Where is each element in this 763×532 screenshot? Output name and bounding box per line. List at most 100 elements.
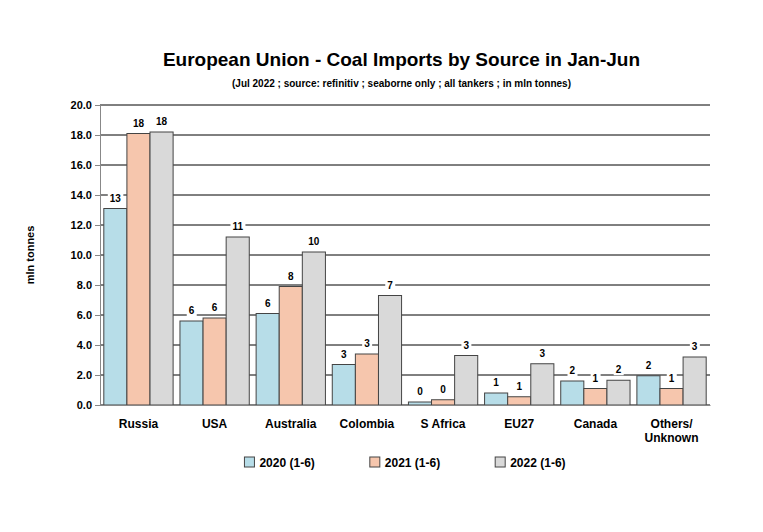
- legend-swatch: [244, 457, 254, 467]
- y-tick: 4.0: [77, 339, 100, 351]
- data-label-bg: [230, 221, 245, 232]
- y-tick: 12.0: [71, 219, 100, 231]
- data-label-bg: [568, 365, 578, 376]
- bar: [408, 402, 431, 405]
- legend: 2020 (1-6)2021 (1-6)2022 (1-6): [244, 456, 565, 470]
- data-label: 11: [232, 221, 243, 232]
- y-tick-label: 12.0: [71, 219, 92, 231]
- y-tick-mark: [95, 405, 100, 406]
- data-label: 6: [265, 298, 271, 309]
- x-axis: RussiaUSAAustraliaColombiaS AfricaEU27Ca…: [101, 405, 711, 445]
- legend-item: 2020 (1-6): [244, 456, 314, 470]
- x-tick-label: Russia: [119, 417, 159, 431]
- data-label: 2: [646, 360, 652, 371]
- y-tick: 20.0: [71, 99, 100, 111]
- data-label-bg: [667, 373, 677, 384]
- data-label: 3: [692, 341, 698, 352]
- y-tick-label: 20.0: [71, 99, 92, 111]
- data-label: 6: [189, 305, 195, 316]
- y-axis-title: mln tonnes: [24, 226, 36, 285]
- data-label: 1: [493, 377, 499, 388]
- y-tick-label: 6.0: [77, 309, 92, 321]
- data-label: 13: [110, 193, 122, 204]
- data-label-bg: [438, 384, 448, 395]
- data-label: 18: [156, 116, 168, 127]
- data-label-bg: [415, 386, 425, 397]
- y-tick-label: 0.0: [77, 399, 92, 411]
- data-label-bg: [286, 271, 296, 282]
- legend-swatch: [370, 457, 380, 467]
- bar: [432, 400, 455, 405]
- bar: [355, 354, 378, 405]
- grid-line: [100, 165, 710, 166]
- y-tick-mark: [95, 195, 100, 196]
- x-tick-label: EU27: [504, 417, 534, 431]
- bar: [127, 134, 150, 406]
- y-tick-label: 8.0: [77, 279, 92, 291]
- x-tick: USA: [202, 405, 228, 431]
- x-axis-line: [101, 405, 711, 406]
- x-tick: S Africa: [421, 405, 466, 431]
- data-label: 18: [133, 118, 145, 129]
- bar: [531, 364, 554, 405]
- y-tick-mark: [95, 315, 100, 316]
- y-axis: 0.0 2.0 4.0 6.0 8.0 10.0 12.0 14.0 16.0 18.0 20.0: [71, 99, 101, 411]
- data-label-bg: [339, 349, 349, 360]
- plot: 0.0 2.0 4.0 6.0 8.0 10.0 12.0 14.0 16.0 18.0 20.0 R…: [71, 99, 711, 445]
- grid-line: [100, 135, 710, 136]
- grid-line: [100, 195, 710, 196]
- y-tick: 8.0: [77, 279, 100, 291]
- y-tick: 18.0: [71, 129, 100, 141]
- grid-line: [100, 255, 710, 256]
- data-label: 3: [341, 349, 347, 360]
- legend-label: 2021 (1-6): [385, 456, 440, 470]
- bar: [279, 287, 302, 406]
- y-tick: 14.0: [71, 189, 100, 201]
- data-label: 1: [669, 373, 675, 384]
- title: European Union - Coal Imports by Source …: [163, 49, 640, 70]
- bar: [302, 252, 325, 405]
- bar: [378, 296, 401, 406]
- bar: [660, 389, 683, 406]
- bar: [485, 393, 508, 405]
- grid-line: [100, 105, 710, 106]
- legend-label: 2020 (1-6): [259, 456, 314, 470]
- bar: [332, 365, 355, 406]
- data-label: 1: [516, 381, 522, 392]
- data-label-bg: [591, 373, 601, 384]
- data-label-bg: [491, 377, 501, 388]
- data-label-bg: [108, 193, 124, 204]
- y-tick-mark: [95, 345, 100, 346]
- bar: [226, 237, 249, 405]
- bar: [561, 381, 584, 405]
- bar: [203, 318, 226, 405]
- data-label-bg: [131, 118, 147, 129]
- bar: [508, 397, 531, 405]
- data-label-bg: [538, 348, 548, 359]
- x-tick-label: USA: [202, 417, 228, 431]
- grid-line: [100, 285, 710, 286]
- y-tick: 0.0: [77, 399, 100, 411]
- data-label-bg: [514, 381, 524, 392]
- data-label-bg: [306, 236, 322, 247]
- data-label-bg: [263, 298, 273, 309]
- data-label-bg: [154, 116, 170, 127]
- data-label: 1: [593, 373, 599, 384]
- data-label-bg: [210, 302, 220, 313]
- data-label: 3: [540, 348, 546, 359]
- bar: [104, 209, 127, 406]
- y-axis-line: [95, 106, 101, 406]
- data-label-bg: [690, 341, 700, 352]
- bar: [256, 314, 279, 406]
- y-tick: 16.0: [71, 159, 100, 171]
- data-label-bg: [187, 305, 197, 316]
- bar: [180, 321, 203, 405]
- x-tick: Canada: [574, 405, 618, 431]
- y-tick-mark: [95, 225, 100, 226]
- y-tick: 2.0: [77, 369, 100, 381]
- grid: [100, 105, 710, 405]
- legend-item: 2021 (1-6): [370, 456, 440, 470]
- y-tick: 6.0: [77, 309, 100, 321]
- y-tick: 10.0: [71, 249, 100, 261]
- x-tick: Australia: [265, 405, 317, 431]
